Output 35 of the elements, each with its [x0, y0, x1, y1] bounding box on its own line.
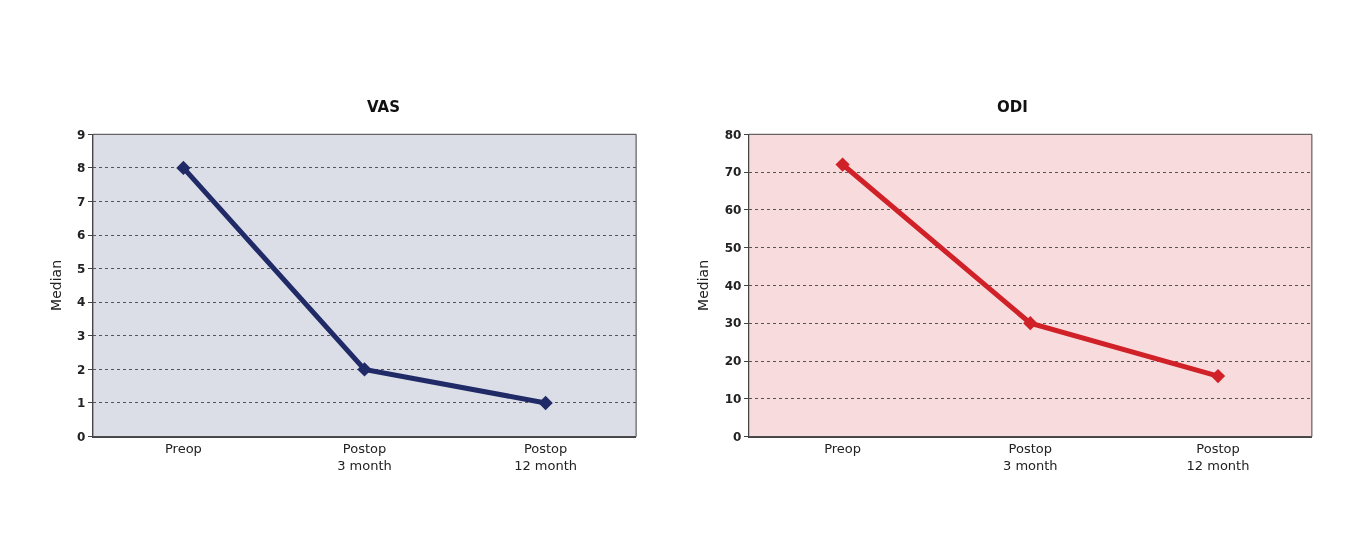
point: [1023, 316, 1038, 331]
point: [538, 395, 553, 411]
y-tick-label: 3: [77, 329, 86, 344]
y-tick-label: 8: [77, 161, 86, 176]
y-tick-label: 30: [724, 316, 742, 331]
y-tick-label: 0: [732, 429, 742, 444]
chart-title: ODI: [997, 98, 1028, 116]
y-tick-label: 0: [77, 429, 86, 444]
chart-title: VAS: [367, 98, 401, 116]
y-tick-label: 70: [724, 165, 742, 180]
y-tick-label: 4: [77, 295, 86, 310]
x-tick-label: Postop 3 month: [1003, 441, 1058, 474]
point: [357, 362, 372, 377]
y-tick-label: 7: [77, 194, 86, 209]
y-tick-label: 40: [724, 278, 742, 293]
y-tick-label: 9: [77, 127, 86, 142]
y-axis-title: Median: [695, 259, 712, 311]
y-tick-label: 1: [77, 396, 86, 411]
y-tick-label: 2: [77, 362, 86, 377]
x-tick-label: Postop 3 month: [337, 441, 392, 474]
y-tick-label: 50: [724, 240, 742, 255]
y-tick-label: 80: [724, 127, 742, 142]
y-tick-label: 60: [724, 203, 742, 218]
point: [176, 160, 191, 176]
y-axis-title: Median: [47, 259, 64, 311]
y-tick-label: 5: [77, 261, 86, 276]
y-tick-label: 6: [77, 228, 86, 243]
point: [835, 157, 850, 172]
x-tick-label: Preop: [164, 441, 202, 457]
x-tick-label: Preop: [824, 441, 862, 457]
y-tick-label: 20: [724, 354, 742, 369]
x-tick-label: Postop 12 month: [1186, 441, 1250, 474]
point: [1210, 368, 1226, 384]
x-tick-label: Postop 12 month: [514, 441, 578, 474]
y-tick-label: 10: [724, 391, 742, 406]
